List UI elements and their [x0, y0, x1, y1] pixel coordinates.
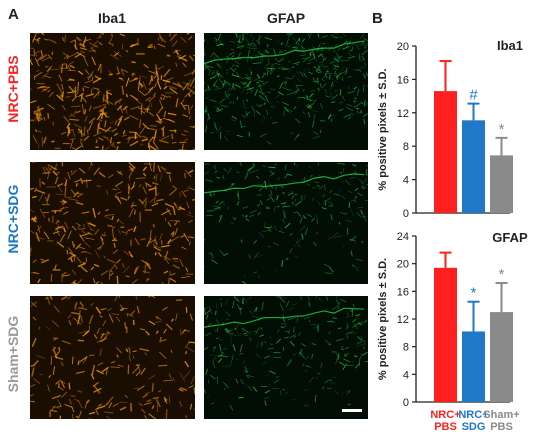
y-tick-label: 16 [397, 74, 409, 86]
y-tick-label: 24 [397, 231, 409, 243]
chart-title: Iba1 [497, 38, 523, 53]
stain-texture [30, 296, 195, 419]
y-tick-label: 0 [403, 208, 409, 220]
micrograph-background [30, 33, 195, 150]
stain-texture [30, 33, 195, 150]
x-tick-label: SDG [462, 421, 486, 433]
y-tick-label: 20 [397, 259, 409, 271]
chart-0: 0 4 8 12 16 20 % positive pixels ± S.D. Iba1 # * [377, 38, 523, 220]
bar [462, 331, 485, 402]
x-tick-label: NRC+ [458, 409, 488, 421]
micrograph-iba1-sham-sdg [30, 296, 195, 419]
stain-texture [204, 33, 368, 145]
micrograph-iba1-nrc-sdg [30, 162, 195, 284]
y-tick-label: 20 [397, 41, 409, 53]
micrograph-gfap-nrc-sdg [204, 162, 368, 284]
micrograph-background [30, 296, 195, 419]
chart-1: 0 4 8 12 16 20 24 % positive pixels ± S.D. GFAP N… [377, 230, 528, 433]
micrograph-gfap-sham-sdg [204, 296, 368, 419]
micrograph-background [30, 162, 195, 284]
chart-title: GFAP [492, 230, 528, 245]
y-tick-label: 12 [397, 314, 409, 326]
x-tick-label: NRC+ [430, 409, 460, 421]
y-tick-label: 8 [403, 342, 409, 354]
stain-texture [30, 162, 195, 284]
panel-a-letter: A [8, 6, 19, 23]
y-tick-label: 4 [403, 369, 409, 381]
stain-texture [204, 162, 368, 284]
y-axis-label: % positive pixels ± S.D. [377, 258, 389, 380]
bar [490, 155, 513, 213]
scale-bar [342, 409, 362, 412]
stain-texture [204, 296, 368, 411]
bar [434, 267, 457, 402]
significance-marker: * [499, 266, 505, 283]
micrograph-iba1-nrc-pbs [30, 33, 195, 150]
y-tick-label: 16 [397, 286, 409, 298]
bar [462, 120, 485, 213]
y-tick-label: 12 [397, 108, 409, 120]
panel-b-letter: B [372, 10, 383, 27]
x-tick-label: PBS [434, 421, 457, 433]
y-tick-label: 4 [403, 175, 409, 187]
x-tick-label: PBS [490, 421, 513, 433]
micrograph-background [204, 162, 368, 284]
y-tick-label: 8 [403, 141, 409, 153]
row-label-sham-sdg: Sham+SDG [5, 315, 21, 393]
micrograph-gfap-nrc-pbs [204, 33, 368, 150]
column-header-gfap: GFAP [266, 10, 306, 26]
row-label-nrc-pbs: NRC+PBS [5, 55, 21, 123]
x-tick-label: Sham+ [483, 409, 519, 421]
significance-marker: * [499, 121, 505, 138]
column-header-iba1: Iba1 [97, 10, 126, 26]
bar [434, 91, 457, 213]
row-label-nrc-sdg: NRC+SDG [5, 184, 21, 254]
micrograph-background [204, 296, 368, 419]
significance-marker: # [469, 87, 478, 104]
significance-marker: * [471, 285, 477, 302]
y-axis-label: % positive pixels ± S.D. [377, 68, 389, 190]
y-tick-label: 0 [403, 397, 409, 409]
bar [490, 312, 513, 402]
